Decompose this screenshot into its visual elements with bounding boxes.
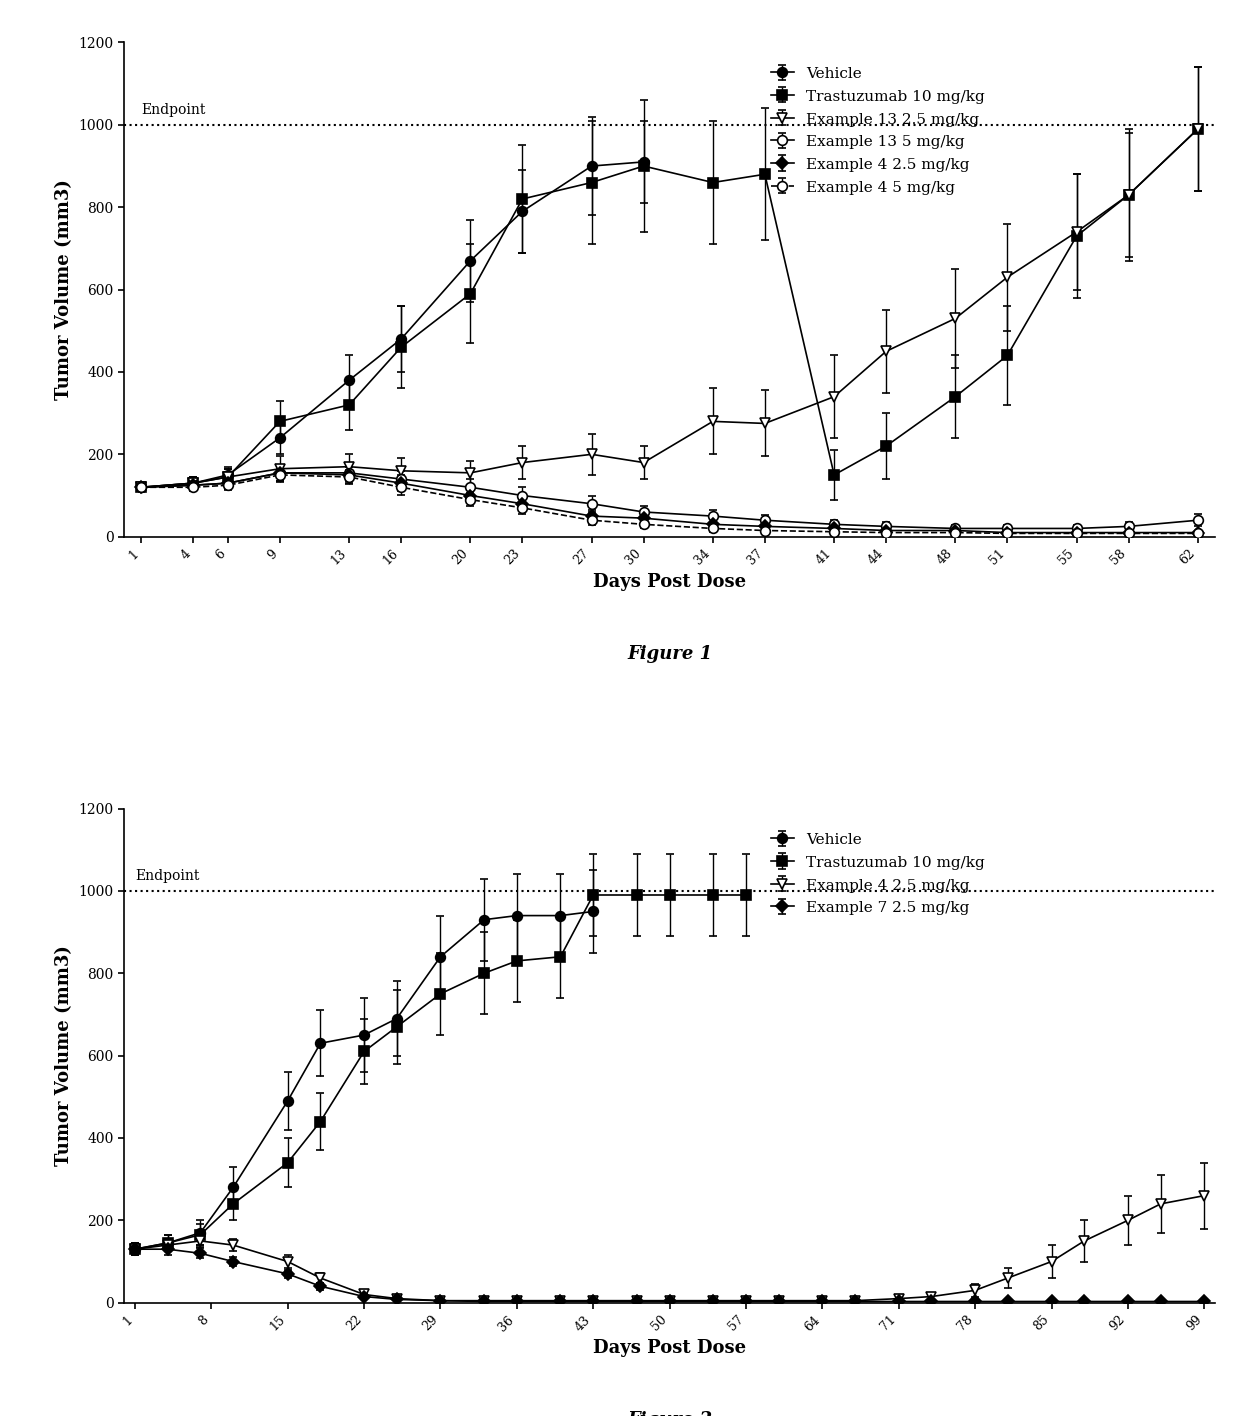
Text: Figure 1: Figure 1 [627, 646, 712, 664]
Text: Figure 2: Figure 2 [627, 1412, 712, 1416]
Y-axis label: Tumor Volume (mm3): Tumor Volume (mm3) [55, 180, 73, 401]
X-axis label: Days Post Dose: Days Post Dose [593, 1340, 746, 1357]
Legend: Vehicle, Trastuzumab 10 mg/kg, Example 4 2.5 mg/kg, Example 7 2.5 mg/kg: Vehicle, Trastuzumab 10 mg/kg, Example 4… [765, 826, 991, 922]
Text: Endpoint: Endpoint [141, 102, 206, 116]
Y-axis label: Tumor Volume (mm3): Tumor Volume (mm3) [55, 944, 73, 1165]
Legend: Vehicle, Trastuzumab 10 mg/kg, Example 13 2.5 mg/kg, Example 13 5 mg/kg, Example: Vehicle, Trastuzumab 10 mg/kg, Example 1… [765, 59, 991, 201]
X-axis label: Days Post Dose: Days Post Dose [593, 573, 746, 590]
Text: Endpoint: Endpoint [135, 868, 200, 882]
